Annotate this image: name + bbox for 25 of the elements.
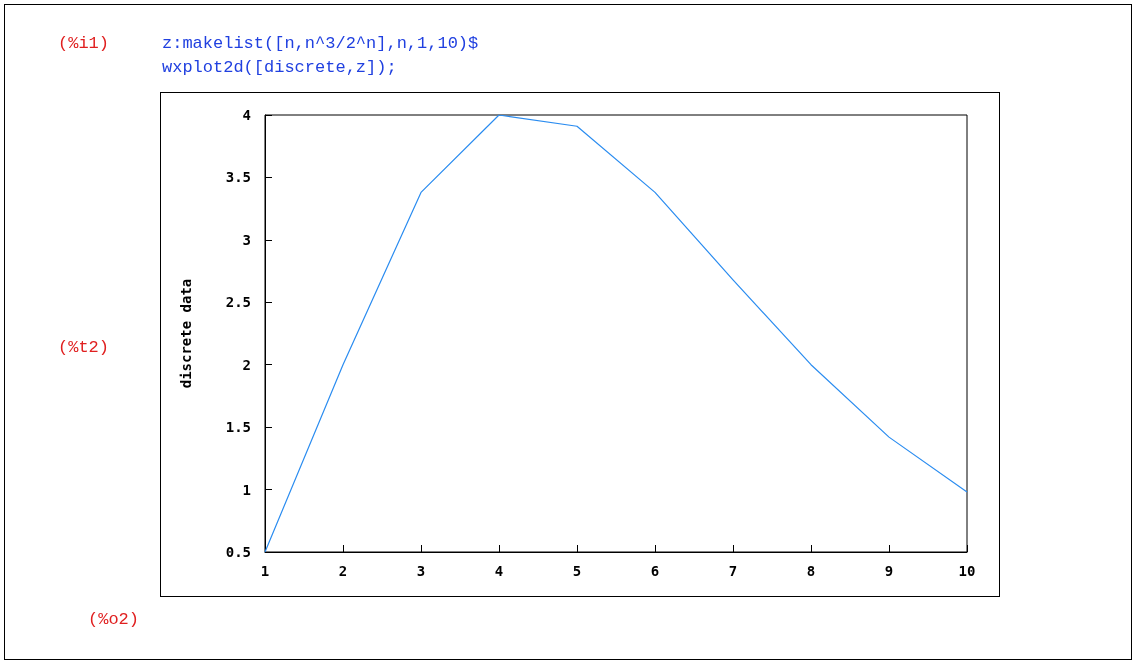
- text: (%o2): [88, 610, 140, 629]
- y-tick-label: 1.5: [225, 419, 251, 436]
- y-tick-label: 3.5: [225, 169, 251, 186]
- y-axis-title: discrete data: [178, 278, 194, 389]
- x-tick-label: 10: [958, 563, 976, 579]
- y-tick-label: 3: [242, 231, 251, 248]
- text: (%i1): [58, 34, 110, 53]
- text: z:makelist([n,n^3/2^n],n,1,10)$: [162, 34, 479, 53]
- x-tick-label: 6: [650, 563, 660, 579]
- x-tick-label: 1: [260, 563, 270, 579]
- x-tick-label: 8: [806, 563, 816, 579]
- y-tick-label: 4: [242, 107, 251, 123]
- x-tick-label: 7: [728, 563, 738, 579]
- text: wxplot2d([discrete,z]);: [162, 58, 397, 77]
- y-tick-label: 2: [242, 356, 251, 373]
- x-tick-label: 4: [494, 563, 504, 579]
- text: (%t2): [58, 338, 110, 357]
- x-tick-label: 5: [572, 563, 582, 579]
- x-tick-label: 9: [884, 563, 894, 579]
- line-series: [264, 114, 968, 553]
- y-tick-label: 2.5: [225, 294, 251, 311]
- x-tick-label: 3: [416, 563, 426, 579]
- x-tick-label: 2: [338, 563, 348, 579]
- y-tick-label: 0.5: [225, 544, 251, 560]
- y-tick-label: 1: [242, 481, 251, 498]
